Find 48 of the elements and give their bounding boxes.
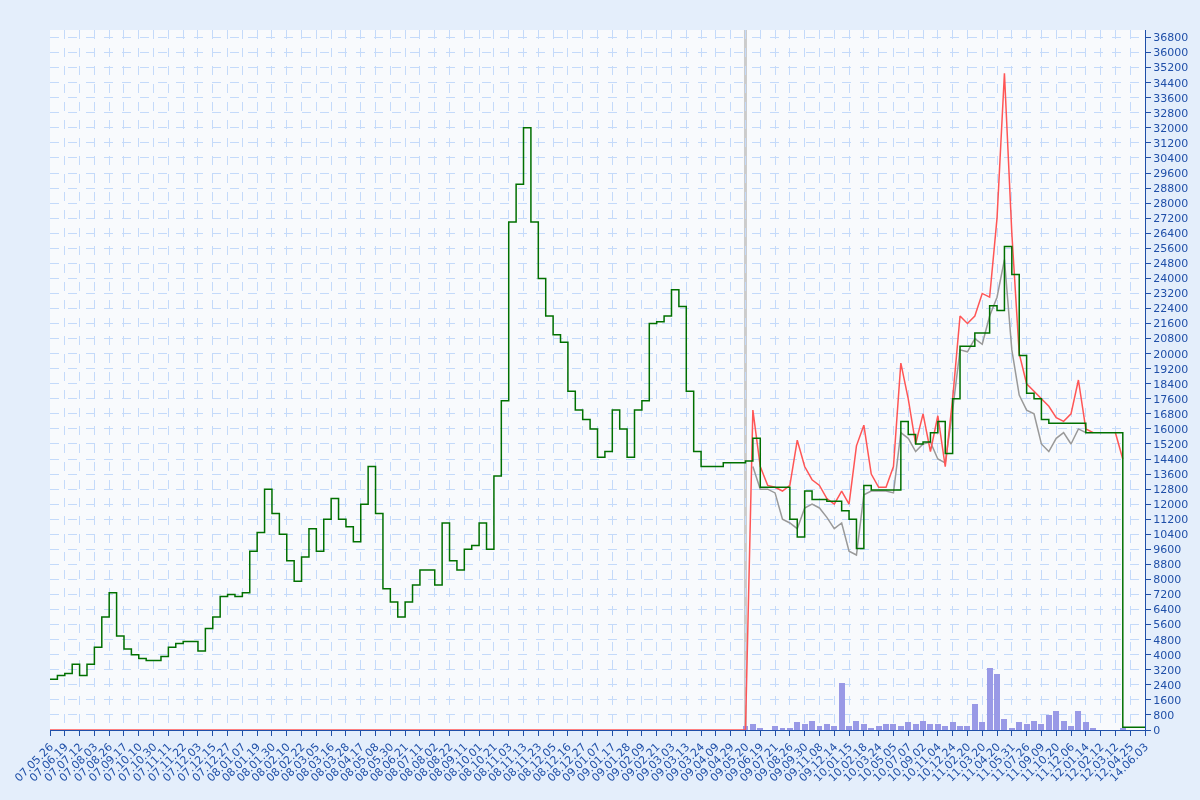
y-tick-label: 25600 — [1153, 242, 1189, 256]
y-tick-label: 15200 — [1153, 437, 1189, 451]
y-tick-label: 23200 — [1153, 287, 1189, 301]
y-tick-label: 10400 — [1153, 528, 1189, 542]
y-tick-label: 35200 — [1153, 61, 1189, 75]
y-tick-label: 7200 — [1153, 588, 1182, 602]
y-tick-label: 8000 — [1153, 573, 1182, 587]
y-tick-label: 21600 — [1153, 317, 1189, 331]
y-tick-label: 4000 — [1153, 648, 1182, 662]
y-tick-label: 11200 — [1153, 513, 1189, 527]
y-tick-label: 13600 — [1153, 467, 1189, 481]
y-tick-label: 34400 — [1153, 76, 1189, 90]
y-tick-label: 36800 — [1153, 31, 1189, 45]
y-tick-label: 19200 — [1153, 362, 1189, 376]
y-tick-label: 2400 — [1153, 678, 1182, 692]
y-tick-label: 28800 — [1153, 181, 1189, 195]
y-tick-label: 31200 — [1153, 136, 1189, 150]
line-series — [752, 258, 1087, 556]
y-tick-label: 12000 — [1153, 498, 1189, 512]
y-tick-label: 12800 — [1153, 482, 1189, 496]
y-tick-label: 16000 — [1153, 422, 1189, 436]
y-tick-label: 29600 — [1153, 166, 1189, 180]
y-tick-label: 800 — [1153, 708, 1175, 722]
y-tick-label: 14400 — [1153, 452, 1189, 466]
y-tick-label: 16800 — [1153, 407, 1189, 421]
y-tick-label: 5600 — [1153, 618, 1182, 632]
y-tick-label: 8800 — [1153, 558, 1182, 572]
y-tick-label: 3200 — [1153, 663, 1182, 677]
y-tick-label: 26400 — [1153, 227, 1189, 241]
y-tick-label: 24000 — [1153, 272, 1189, 286]
y-tick-label: 32800 — [1153, 106, 1189, 120]
y-tick-label: 6400 — [1153, 603, 1182, 617]
y-tick-label: 18400 — [1153, 377, 1189, 391]
y-tick-label: 32000 — [1153, 121, 1189, 135]
y-tick-label: 4800 — [1153, 633, 1182, 647]
y-tick-label: 20000 — [1153, 347, 1189, 361]
y-tick-label: 20800 — [1153, 332, 1189, 346]
y-tick-label: 36000 — [1153, 46, 1189, 60]
y-tick-label: 0 — [1153, 723, 1161, 737]
y-tick-label: 27200 — [1153, 212, 1189, 226]
y-tick-label: 22400 — [1153, 302, 1189, 316]
y-tick-label: 17600 — [1153, 392, 1189, 406]
y-tick-label: 24800 — [1153, 257, 1189, 271]
y-tick-label: 28000 — [1153, 196, 1189, 210]
y-tick-label: 9600 — [1153, 543, 1182, 557]
y-tick-label: 1600 — [1153, 693, 1182, 707]
y-tick-label: 33600 — [1153, 91, 1189, 105]
y-tick-label: 30400 — [1153, 151, 1189, 165]
